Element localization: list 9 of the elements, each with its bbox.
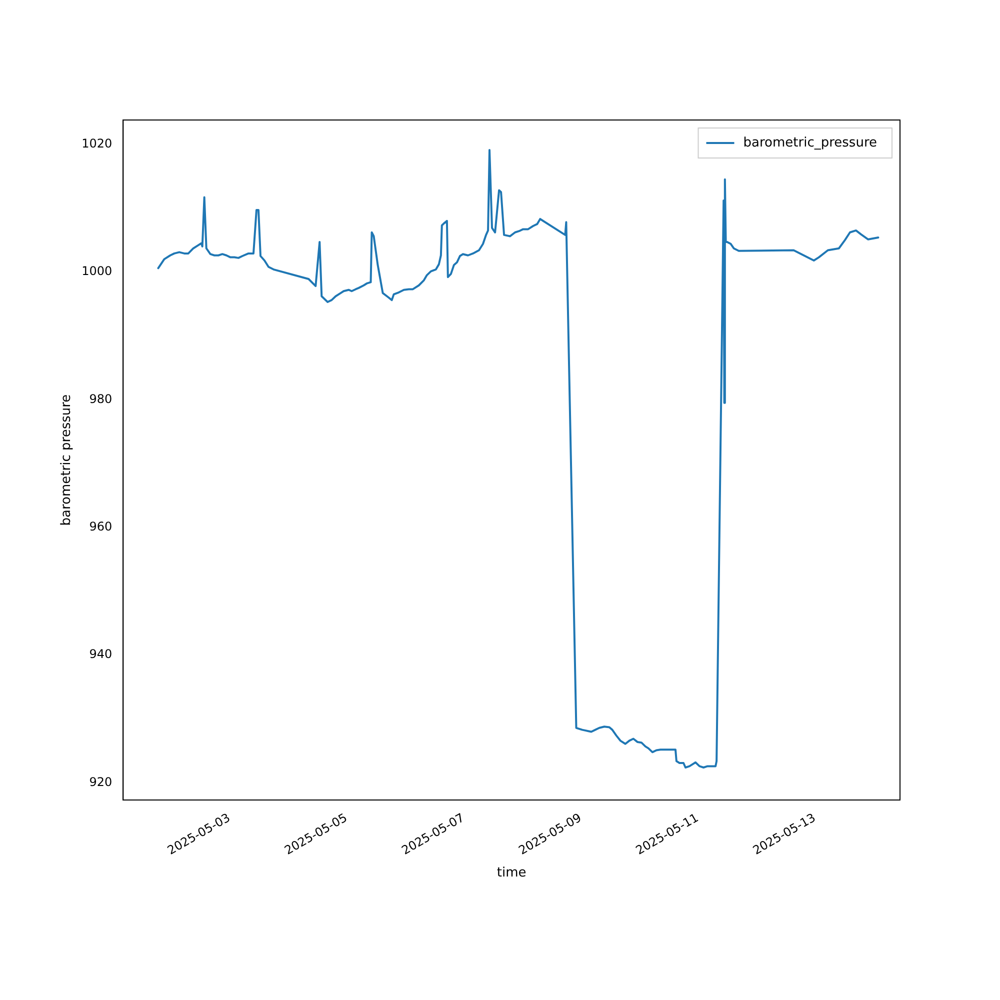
y-tick-label: 940 (89, 647, 112, 662)
x-axis-title: time (496, 866, 526, 881)
y-axis-title: barometric pressure (59, 394, 74, 526)
y-tick-label: 960 (89, 520, 112, 534)
y-tick-label: 1000 (82, 264, 112, 278)
y-tick-label: 920 (89, 774, 112, 789)
y-tick-label: 1020 (82, 136, 112, 150)
y-tick-label: 980 (89, 392, 112, 406)
legend-label: barometric_pressure (743, 135, 878, 150)
